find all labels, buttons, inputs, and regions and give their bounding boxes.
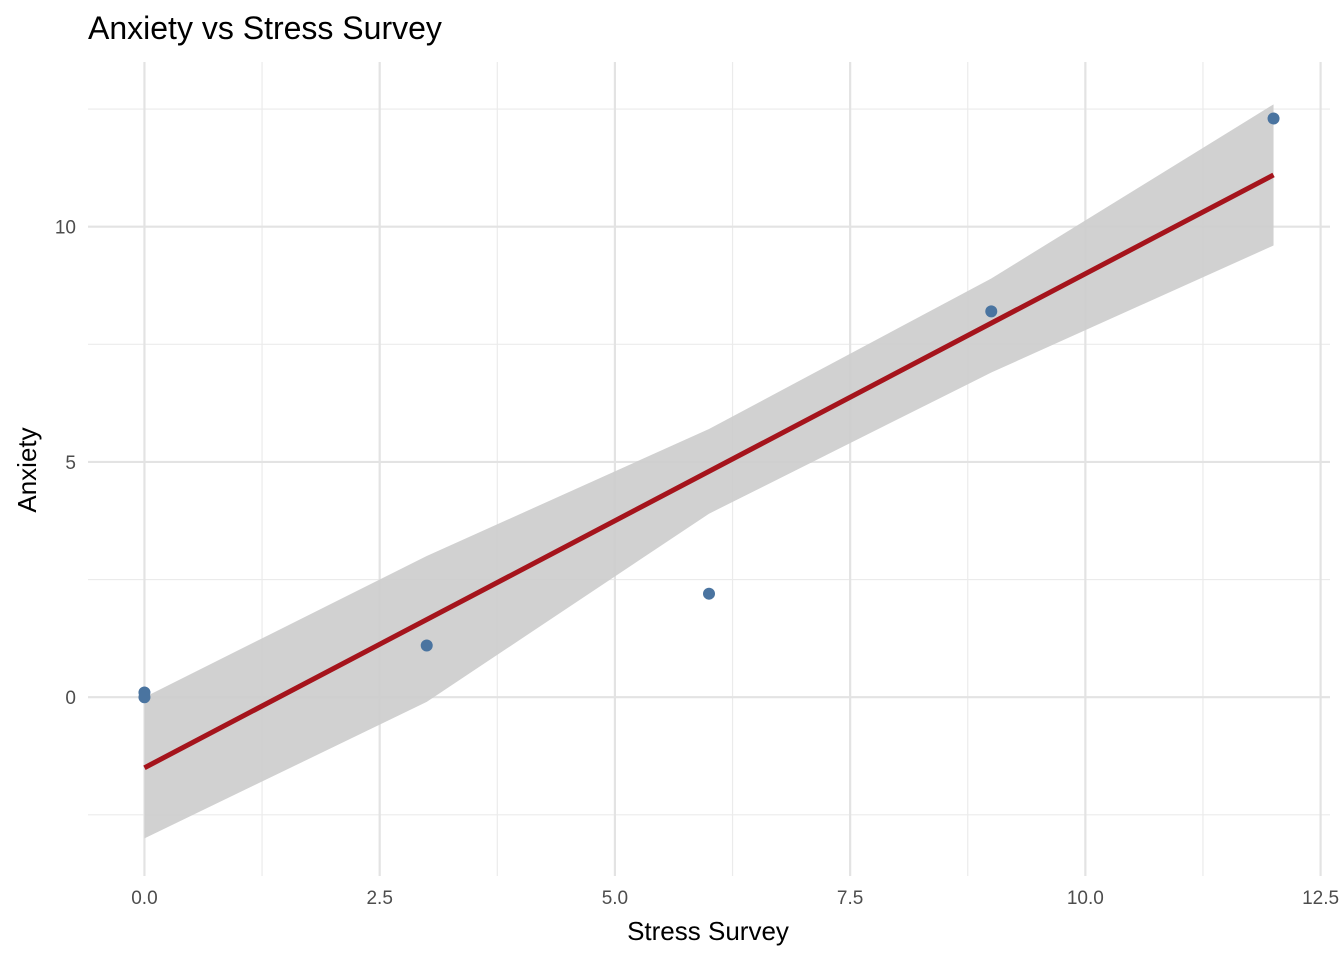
regression-line — [143, 172, 1275, 770]
data-point — [703, 587, 715, 600]
data-point — [138, 691, 151, 704]
x-tick-label: 0.0 — [131, 888, 157, 909]
minor-grid — [88, 62, 1330, 876]
data-points — [138, 112, 1280, 704]
x-tick-label: 5.0 — [602, 888, 628, 909]
data-point — [985, 305, 998, 318]
x-tick-labels: 0.0 2.5 5.0 7.5 10.0 12.5 — [131, 888, 1339, 909]
x-axis-title: Stress Survey — [627, 916, 789, 946]
y-axis-title: Anxiety — [12, 427, 42, 512]
y-tick-label: 10 — [55, 218, 76, 239]
data-point — [1267, 112, 1280, 125]
y-tick-labels: 0 5 10 — [55, 218, 76, 710]
y-tick-label: 5 — [65, 453, 76, 474]
data-point — [420, 639, 433, 652]
x-tick-label: 2.5 — [366, 888, 392, 909]
regression-line-path — [143, 172, 1275, 770]
y-tick-label: 0 — [65, 688, 76, 709]
x-tick-label: 12.5 — [1302, 888, 1339, 909]
chart-title: Anxiety vs Stress Survey — [88, 10, 442, 46]
x-tick-label: 10.0 — [1067, 888, 1104, 909]
x-tick-label: 7.5 — [837, 888, 863, 909]
